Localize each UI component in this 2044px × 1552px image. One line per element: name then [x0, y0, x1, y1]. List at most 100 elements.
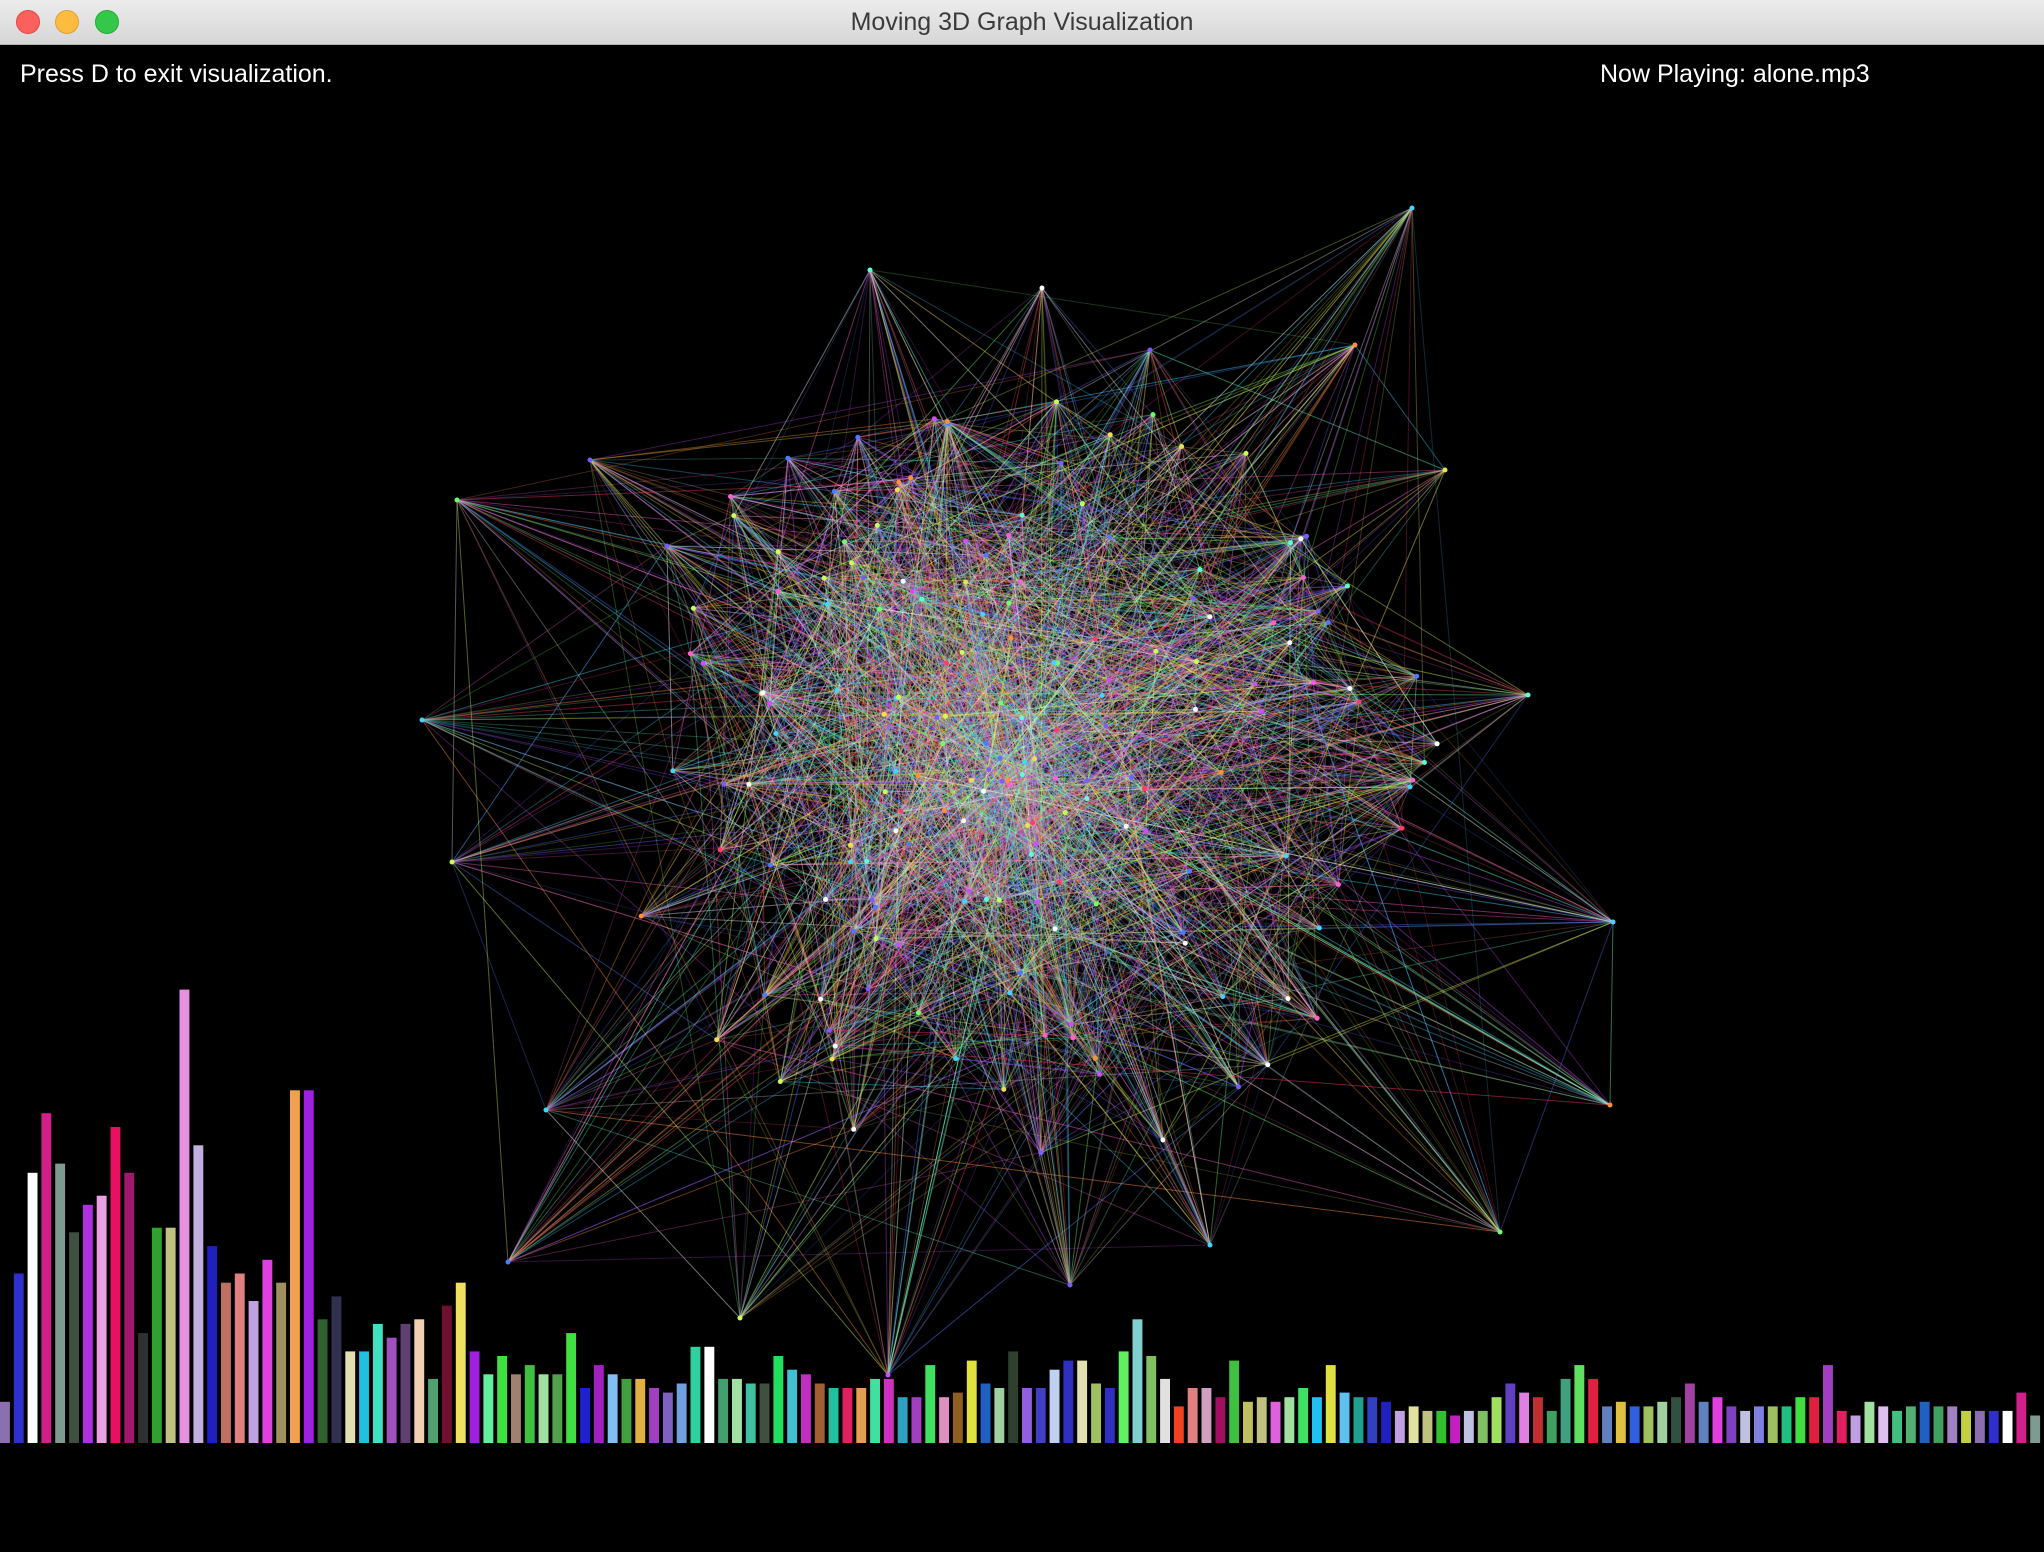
graph-edge	[1199, 569, 1329, 623]
graph-edge	[986, 538, 1302, 900]
graph-edge	[824, 577, 1021, 583]
graph-edge	[875, 938, 1223, 998]
graph-edge	[1192, 598, 1269, 1065]
graph-edge	[875, 906, 1021, 974]
graph-edge	[965, 540, 1026, 763]
graph-edge	[1055, 777, 1184, 933]
graph-edge	[834, 434, 1111, 492]
graph-edge	[1130, 777, 1184, 933]
spectrum-bar	[455, 1282, 466, 1443]
spectrum-bar	[1533, 1397, 1543, 1443]
spectrum-bar	[207, 1246, 218, 1443]
graph-edge	[1306, 536, 1360, 703]
graph-edge	[733, 515, 1037, 760]
graph-edge	[986, 743, 1035, 760]
audio-spectrum	[0, 989, 2041, 1443]
graph-edge	[1040, 830, 1147, 1153]
graph-edge	[764, 777, 1056, 996]
graph-edge	[895, 535, 1307, 772]
minimize-window-button[interactable]	[55, 10, 79, 34]
graph-edge	[971, 758, 1001, 781]
graph-edge	[730, 496, 1032, 855]
spectrum-bar	[1629, 1406, 1640, 1443]
graph-edge	[885, 786, 1411, 793]
graph-edge	[961, 652, 1211, 1246]
spectrum-bar	[980, 1383, 991, 1443]
graph-edge	[1027, 825, 1289, 1000]
graph-edge	[824, 542, 1291, 579]
graph-edge	[962, 622, 1329, 653]
graph-edge	[836, 690, 1060, 883]
graph-edge	[948, 423, 1247, 454]
graph-edge	[999, 642, 1290, 759]
close-window-button[interactable]	[16, 10, 40, 34]
graph-edge	[720, 708, 1196, 851]
graph-edge	[910, 477, 1096, 640]
graph-edge	[761, 693, 984, 792]
graph-edge	[779, 525, 878, 1082]
graph-edge	[836, 690, 1190, 872]
graph-edge	[982, 614, 1184, 933]
graph-edge	[902, 580, 1425, 763]
graph-edge	[762, 662, 1058, 694]
graph-edge	[903, 542, 1291, 582]
graph-edge	[1010, 637, 1164, 1141]
graph-edge	[1290, 542, 1304, 578]
graph-edge	[1070, 827, 1403, 1025]
graph-edge	[898, 696, 938, 718]
graph-edge	[764, 708, 1196, 996]
spectrum-bar	[1560, 1378, 1571, 1443]
graph-edge	[823, 577, 1184, 933]
graph-edge	[883, 662, 947, 715]
graph-edge	[702, 662, 1037, 845]
graph-edge	[1036, 569, 1201, 760]
visualization-canvas[interactable]	[0, 45, 2044, 1552]
graph-edge	[853, 701, 1360, 932]
spectrum-bar	[303, 1090, 314, 1443]
graph-edge	[719, 437, 859, 851]
graph-edge	[1300, 538, 1438, 745]
graph-edge	[829, 932, 1184, 1031]
spectrum-bar	[1657, 1401, 1668, 1443]
graph-edge	[1145, 830, 1164, 1141]
graph-edge	[871, 820, 965, 901]
graph-edge	[895, 770, 1320, 929]
graph-edge	[787, 458, 1011, 993]
graph-edge	[823, 577, 1145, 790]
graph-edge	[895, 434, 1111, 772]
graph-edge	[1020, 830, 1147, 974]
graph-edge	[867, 843, 1037, 990]
graph-edge	[895, 401, 1057, 772]
graph-edge	[876, 525, 1072, 1025]
graph-edge	[898, 944, 1042, 1153]
graph-edge	[1069, 622, 1329, 1286]
zoom-window-button[interactable]	[95, 10, 119, 34]
graph-edge	[896, 697, 1413, 781]
title-bar[interactable]: Moving 3D Graph Visualization	[0, 0, 2044, 45]
graph-edge	[1289, 642, 1403, 829]
graph-edge	[961, 652, 1071, 1286]
graph-edge	[831, 780, 1003, 1060]
graph-edge	[946, 662, 1023, 775]
graph-edge	[827, 603, 987, 744]
graph-edge	[770, 864, 1164, 1141]
graph-edge	[965, 542, 1291, 583]
graph-edge	[716, 812, 1066, 1041]
graph-edge	[970, 780, 987, 900]
graph-edge	[719, 514, 1023, 851]
graph-edge	[1144, 788, 1402, 829]
graph-edge	[867, 780, 972, 990]
graph-edge	[933, 418, 1003, 782]
graph-edge	[1054, 638, 1096, 929]
graph-edge	[761, 616, 1210, 695]
spectrum-bar	[1615, 1401, 1626, 1443]
graph-edge	[834, 786, 1411, 1047]
graph-edge	[917, 423, 949, 776]
graph-edge	[1021, 642, 1290, 719]
graph-edge	[825, 662, 947, 900]
graph-edge	[1010, 637, 1256, 685]
graph-edge	[834, 662, 947, 1047]
graph-edge	[895, 697, 1269, 1066]
graph-edge	[986, 710, 1262, 744]
graph-edge	[983, 762, 1425, 792]
